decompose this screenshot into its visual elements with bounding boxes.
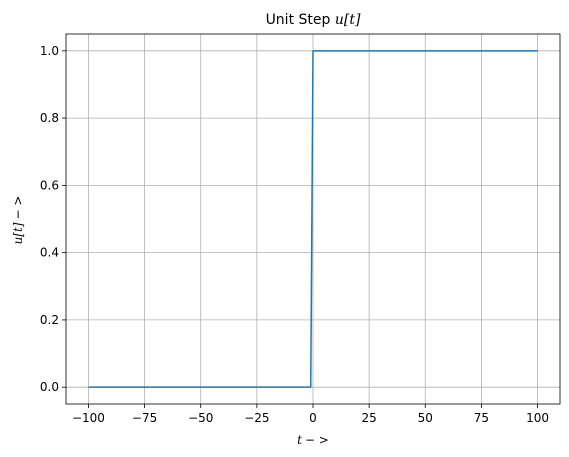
x-ticks: −100 −75 −50 −25 0 25 50 75 100: [72, 404, 549, 425]
x-tick-label: −75: [132, 411, 157, 425]
y-tick-label: 0.2: [40, 313, 59, 327]
y-tick-label: 0.8: [40, 111, 59, 125]
x-tick-label: 100: [526, 411, 549, 425]
x-tick-label: 75: [474, 411, 489, 425]
x-axis-label: t − >: [297, 433, 329, 447]
x-tick-label: 25: [361, 411, 376, 425]
y-tick-label: 0.4: [40, 246, 59, 260]
y-ticks: 0.0 0.2 0.4 0.6 0.8 1.0: [40, 44, 66, 394]
x-tick-label: −100: [72, 411, 105, 425]
y-axis-label: u[t]− >: [11, 196, 25, 245]
unit-step-line: [88, 50, 538, 388]
x-tick-label: −50: [188, 411, 213, 425]
series-layer: [88, 50, 538, 388]
y-tick-label: 0.6: [40, 178, 59, 192]
y-tick-label: 1.0: [40, 44, 59, 58]
x-tick-label: 50: [418, 411, 433, 425]
x-tick-label: 0: [309, 411, 317, 425]
y-tick-label: 0.0: [40, 380, 59, 394]
chart-title: Unit Step u[t]: [266, 12, 361, 28]
x-tick-label: −25: [244, 411, 269, 425]
